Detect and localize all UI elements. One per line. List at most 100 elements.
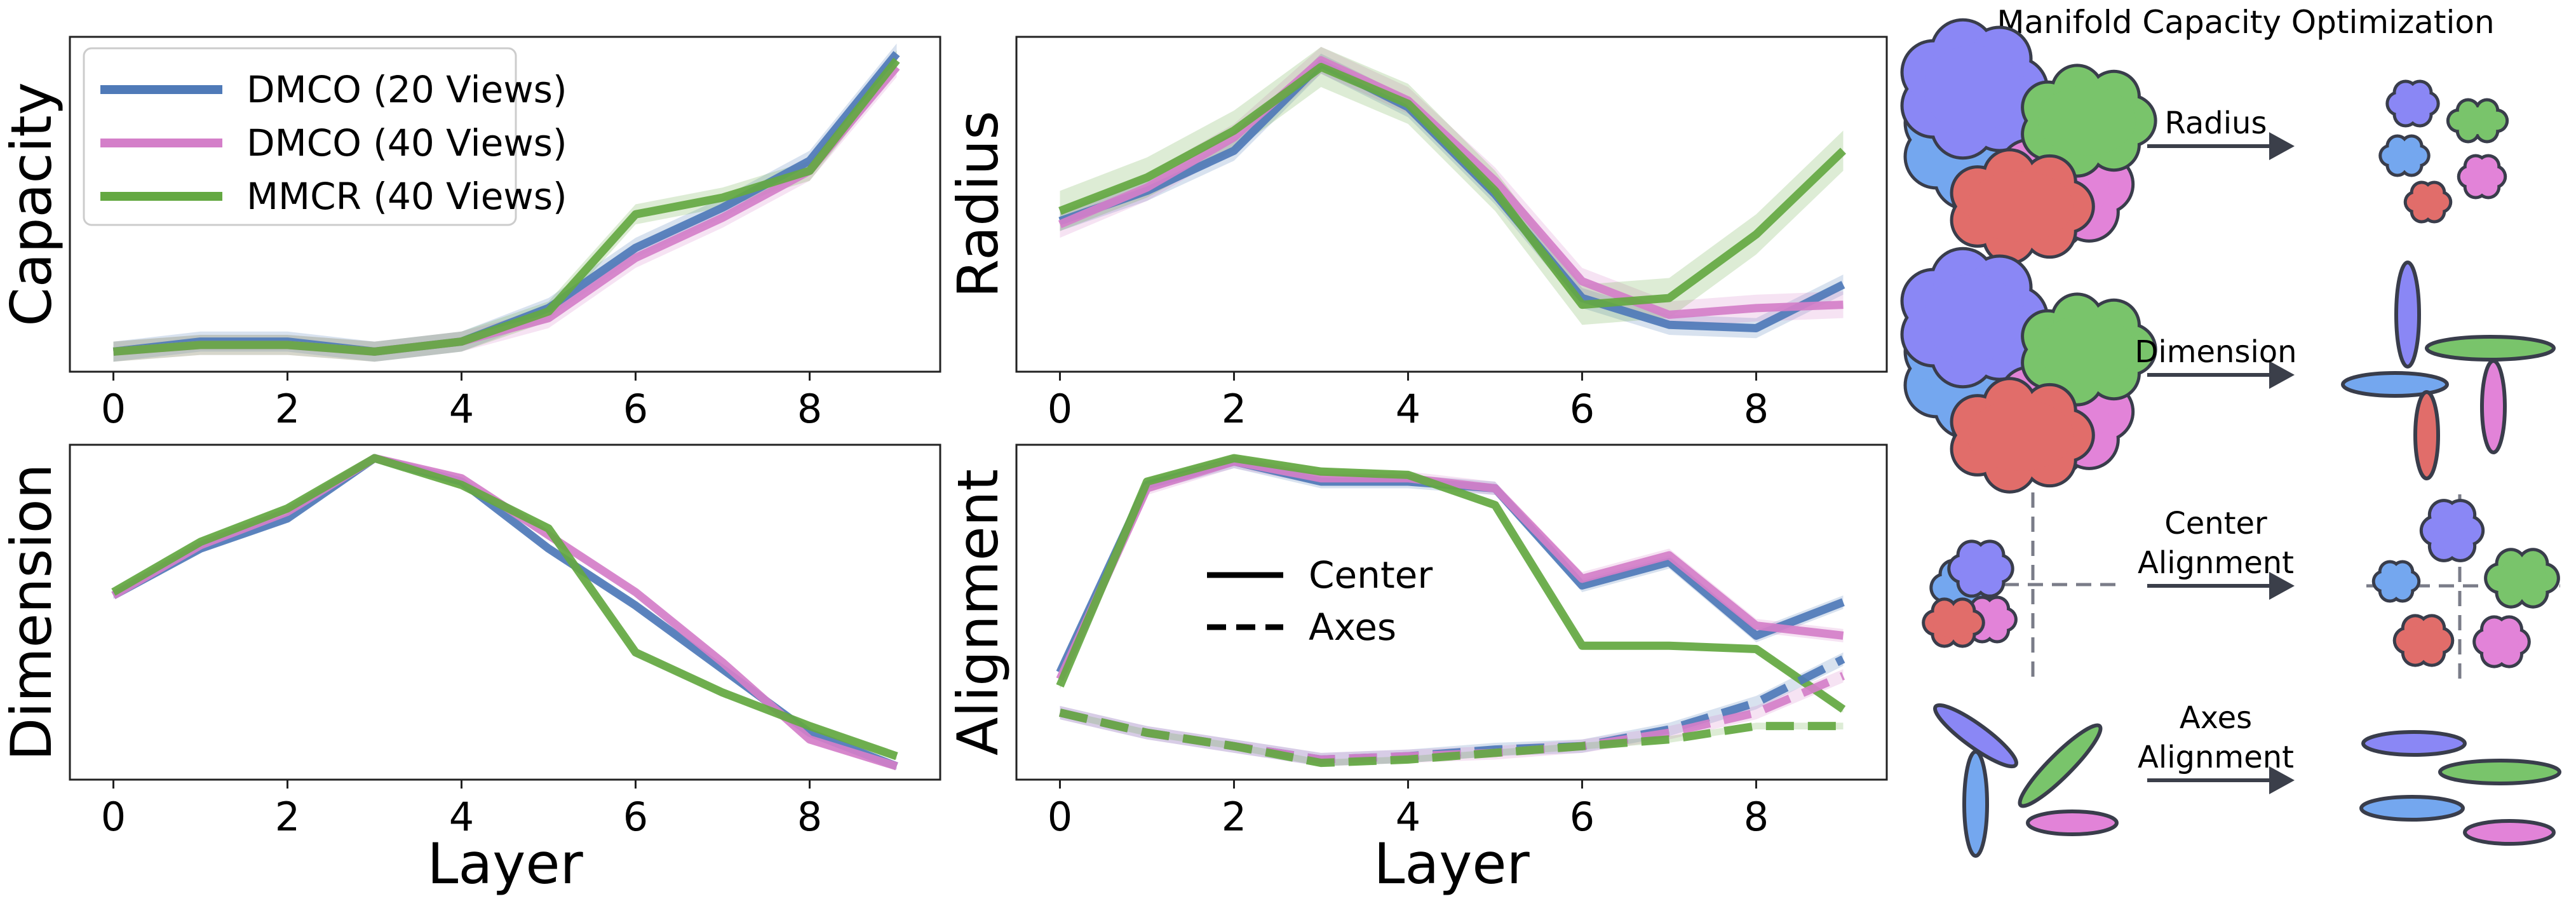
aligned-green-blob [2438,759,2561,785]
x-tick-label: 4 [1396,386,1420,432]
arrow-label: Radius [2165,105,2267,141]
cloud-fill [2413,189,2443,215]
red-cloud [1950,377,2095,494]
small-red-cloud [2403,180,2453,224]
manifold-capacity-diagram: Manifold Capacity Optimization Radius Dime… [1900,4,2561,858]
series-line [1058,56,1844,319]
style-legend-entry: Axes [1309,606,1396,649]
row-radius: Radius [1900,18,2509,265]
chart-dimension: 0 2 4 6 8 Dimension Layer [0,444,941,897]
series-line [1058,62,1847,309]
arrow-head [2269,572,2295,600]
chart-radius: 0 2 4 6 8 Radius [945,36,1888,432]
series-line [111,454,898,761]
x-tick-label: 8 [1744,794,1769,840]
legend-entry: DMCO (20 Views) [246,68,567,111]
cloud-fill [2497,559,2547,597]
rotated-purple-blob [1933,703,2018,769]
series-line [1056,454,1846,713]
y-axis-label: Capacity [0,82,64,327]
x-tick-label: 0 [101,794,126,840]
aligned-purple-blob [2361,730,2467,757]
cloud-fill [2382,569,2411,594]
cloud-fill [2388,143,2421,168]
red-cloud [1950,148,2095,265]
arrow-label: Axes [2180,700,2252,736]
cloud-fill [2038,315,2136,384]
cloud-fill [2038,86,2136,156]
x-tick-label: 0 [1048,386,1072,432]
arrow-center: Center Alignment [2138,506,2295,600]
aligned-blue-blob [2359,795,2465,822]
flat-blue-blob [2341,371,2449,398]
x-tick-label: 4 [449,386,474,432]
x-axis-label: Layer [427,831,583,897]
purple-cloud [1947,539,2014,598]
arrow-head [2269,132,2295,160]
arrow-label: Alignment [2138,740,2294,775]
cloud-fill [1932,607,1974,638]
x-tick-label: 8 [1744,386,1769,432]
row-center-alignment: Center Alignment [1922,492,2560,679]
cloud-fill [1967,400,2074,471]
row-axes-alignment: Axes Alignment [1933,700,2561,858]
x-tick-label: 6 [1570,794,1595,840]
cloud-fill [2404,624,2443,657]
x-tick-label: 6 [623,794,648,840]
arrow-label: Alignment [2138,545,2294,581]
aligned-red-cloud [2392,614,2455,667]
x-tick-label: 0 [1048,794,1072,840]
flat-purple-blob [2394,261,2421,369]
style-legend: Center Axes [1207,553,1433,649]
flat-green-blob [2425,335,2556,362]
x-tick-label: 0 [101,386,126,432]
series-line [1056,457,1844,681]
y-axis-label: Dimension [0,464,64,761]
cloud-fill [1924,274,2021,362]
chart-capacity: 0 2 4 6 8 Capacity DMCO (20 Views) DMCO (40 Vie… [0,36,941,432]
aligned-green-cloud [2484,548,2560,609]
arrow-head [2269,766,2295,794]
cloud-fill [2433,510,2471,552]
flat-red-blob [2413,390,2440,480]
x-tick-label: 6 [623,386,648,432]
y-axis-label: Radius [945,111,1011,298]
arrow-label: Dimension [2134,334,2296,370]
small-blue-cloud [2378,134,2431,177]
aligned-purple-cloud [2419,499,2485,562]
small-purple-cloud [2385,79,2440,128]
flat-pink-blob [2480,359,2507,454]
y-axis-label: Alignment [945,469,1011,755]
x-tick-label: 2 [1222,386,1246,432]
arrow-label: Center [2164,506,2267,541]
charts-area: 0 2 4 6 8 Capacity DMCO (20 Views) DMCO (40 Vie… [0,36,1888,897]
green-cloud [2021,64,2157,178]
x-tick-label: 2 [275,386,300,432]
cloud-fill [2396,89,2429,118]
chart-alignment: 0 2 4 6 8 Alignment Layer Center Axes [945,444,1888,897]
rotated-green-blob [2018,723,2103,808]
x-tick-label: 4 [449,794,474,840]
x-tick-label: 4 [1396,794,1420,840]
x-axis-label: Layer [1373,831,1530,897]
purple-cloud [1900,18,2049,160]
rotated-blue-blob [1962,750,1989,858]
aligned-pink-cloud [2472,615,2531,668]
cloud-fill [1960,551,2002,586]
legend-entry: DMCO (40 Views) [246,121,567,165]
cloud-fill [1967,171,2074,242]
legend: DMCO (20 Views) DMCO (40 Views) MMCR (40 V… [83,47,567,226]
arrow-radius: Radius [2147,105,2295,160]
cloud-fill [1924,45,2021,133]
arrow-head [2269,361,2295,389]
series-line-dashed [1059,708,1844,768]
arrow-dimension: Dimension [2134,334,2297,389]
row-dimension: Dimension [1900,247,2556,494]
aligned-blue-cloud [2371,560,2421,603]
x-tick-label: 6 [1570,386,1595,432]
aligned-pink-blob [2463,819,2556,846]
legend-entry: MMCR (40 Views) [246,175,567,218]
diagram-title: Manifold Capacity Optimization [1997,4,2494,41]
purple-cloud [1900,247,2049,389]
